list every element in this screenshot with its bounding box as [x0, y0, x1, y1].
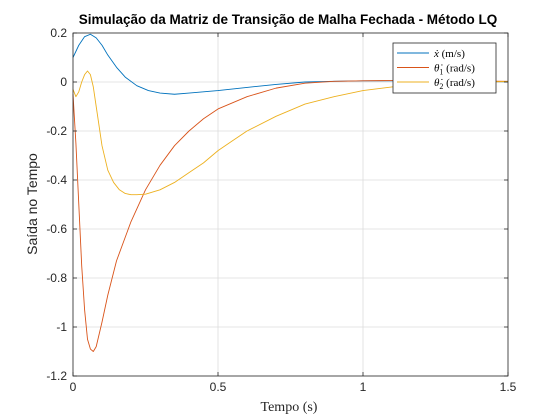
legend-label: ẋ (m/s) [433, 48, 465, 60]
legend-entry-theta2-dot[interactable]: θ̇2 (rad/s) [397, 77, 475, 91]
chart-title: Simulação da Matriz de Transição de Malh… [79, 12, 498, 27]
legend-label: θ̇1 (rad/s) [434, 63, 475, 77]
x-tick-label: 1.5 [500, 380, 517, 394]
y-tick-label: -0.2 [46, 124, 67, 138]
y-tick-label: -0.6 [46, 222, 67, 236]
legend[interactable]: ẋ (m/s) θ̇1 (rad/s)θ̇2 (rad/s) [392, 42, 497, 94]
legend-label: θ̇2 (rad/s) [434, 77, 475, 91]
y-tick-label: 0.2 [50, 26, 67, 40]
y-tick-label: -1 [56, 320, 67, 334]
ticks: 0 0.5 1 1.5 0.2 0 -0.2 -0.4 -0.6 -0.8 -1 -1.2 [46, 26, 516, 394]
series-line-theta1-dot[interactable] [72, 80, 509, 352]
x-axis-label: Tempo (s) [261, 400, 318, 415]
series-line-theta2-dot[interactable] [72, 70, 509, 196]
legend-entry-theta1-dot[interactable]: θ̇1 (rad/s) [397, 63, 475, 77]
series-layer [72, 33, 509, 352]
axes-frame [72, 32, 509, 377]
legend-entry-x-dot[interactable]: ẋ (m/s) [397, 48, 465, 60]
x-tick-label: 0.5 [210, 380, 227, 394]
y-tick-label: 0 [60, 75, 67, 89]
y-tick-label: -1.2 [46, 369, 67, 383]
y-tick-label: -0.8 [46, 271, 67, 285]
y-axis-label: Saída no Tempo [24, 153, 40, 255]
x-tick-label: 1 [360, 380, 367, 394]
x-tick-label: 0 [70, 380, 77, 394]
y-tick-label: -0.4 [46, 173, 67, 187]
